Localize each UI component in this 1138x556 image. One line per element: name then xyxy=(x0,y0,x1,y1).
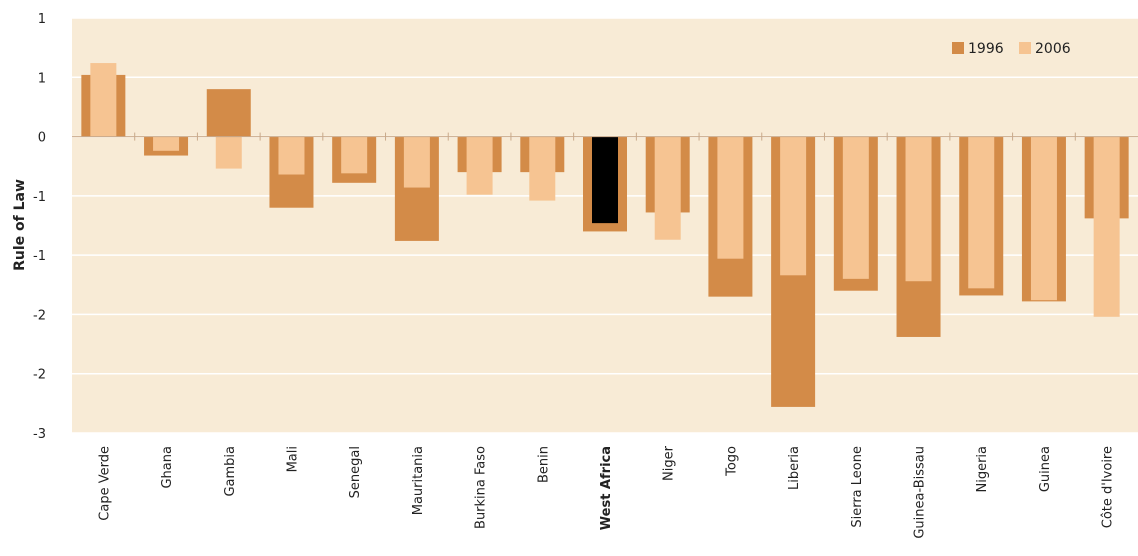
x-tick-label: Côte d'Ivoire xyxy=(1101,446,1116,528)
x-tick-label: Liberia xyxy=(787,446,802,490)
bar-2006 xyxy=(278,136,305,175)
x-tick-label: West Africa xyxy=(599,446,614,530)
bar-2006 xyxy=(905,136,932,282)
bar-2006 xyxy=(968,136,995,289)
bar-2006 xyxy=(717,136,744,259)
x-tick-label: Gambia xyxy=(223,446,238,497)
legend-swatch-1996 xyxy=(952,42,964,54)
x-tick-label: Ghana xyxy=(160,446,175,489)
x-tick-label: Togo xyxy=(724,446,739,477)
bars xyxy=(81,63,1129,407)
bar-1996 xyxy=(206,89,251,137)
bar-2006 xyxy=(1030,136,1057,301)
legend: 1996 2006 xyxy=(952,41,1071,57)
x-tick-label: Mauritania xyxy=(411,446,426,515)
bar-2006 xyxy=(654,136,681,240)
x-tick-label: Cape Verde xyxy=(97,446,112,521)
x-tick-label: Mali xyxy=(285,446,300,472)
y-tick-label: 1 xyxy=(38,12,46,27)
bar-2006 xyxy=(90,63,117,137)
x-axis-ticks: Cape Verde Ghana Gambia Mali Senegal Mauritan… xyxy=(97,132,1116,539)
x-tick-label: Burkina Faso xyxy=(474,446,489,529)
bar-2006 xyxy=(592,136,618,224)
x-tick-label: Guinea-Bissau xyxy=(913,446,928,539)
bar-2006 xyxy=(466,136,493,195)
legend-label-2006: 2006 xyxy=(1035,41,1071,57)
legend-label-1996: 1996 xyxy=(968,41,1004,57)
x-tick-label: Niger xyxy=(662,445,677,481)
bar-2006 xyxy=(403,136,430,188)
y-tick-label: 1 xyxy=(38,71,46,86)
bar-2006 xyxy=(842,136,869,279)
y-tick-label: -2 xyxy=(33,308,46,323)
legend-swatch-2006 xyxy=(1019,42,1031,54)
x-tick-label: Nigeria xyxy=(975,446,990,493)
y-axis-label: Rule of Law xyxy=(12,179,28,271)
y-tick-label: -2 xyxy=(33,368,46,383)
y-tick-label: -1 xyxy=(33,249,46,264)
y-tick-label: -3 xyxy=(33,427,46,442)
bar-2006 xyxy=(529,136,556,201)
x-tick-label: Sierra Leone xyxy=(850,446,865,528)
bar-2006 xyxy=(153,136,180,151)
x-tick-label: Senegal xyxy=(348,446,363,498)
bar-2006 xyxy=(341,136,368,174)
bar-2006 xyxy=(215,136,242,169)
y-axis-ticks: 1 1 0 -1 -1 -2 -2 -3 xyxy=(33,12,46,442)
y-tick-label: -1 xyxy=(33,190,46,205)
bar-2006 xyxy=(780,136,807,276)
x-tick-label: Guinea xyxy=(1038,446,1053,492)
x-tick-label: Benin xyxy=(536,446,551,483)
bar-2006 xyxy=(1093,136,1120,317)
y-tick-label: 0 xyxy=(38,131,46,146)
